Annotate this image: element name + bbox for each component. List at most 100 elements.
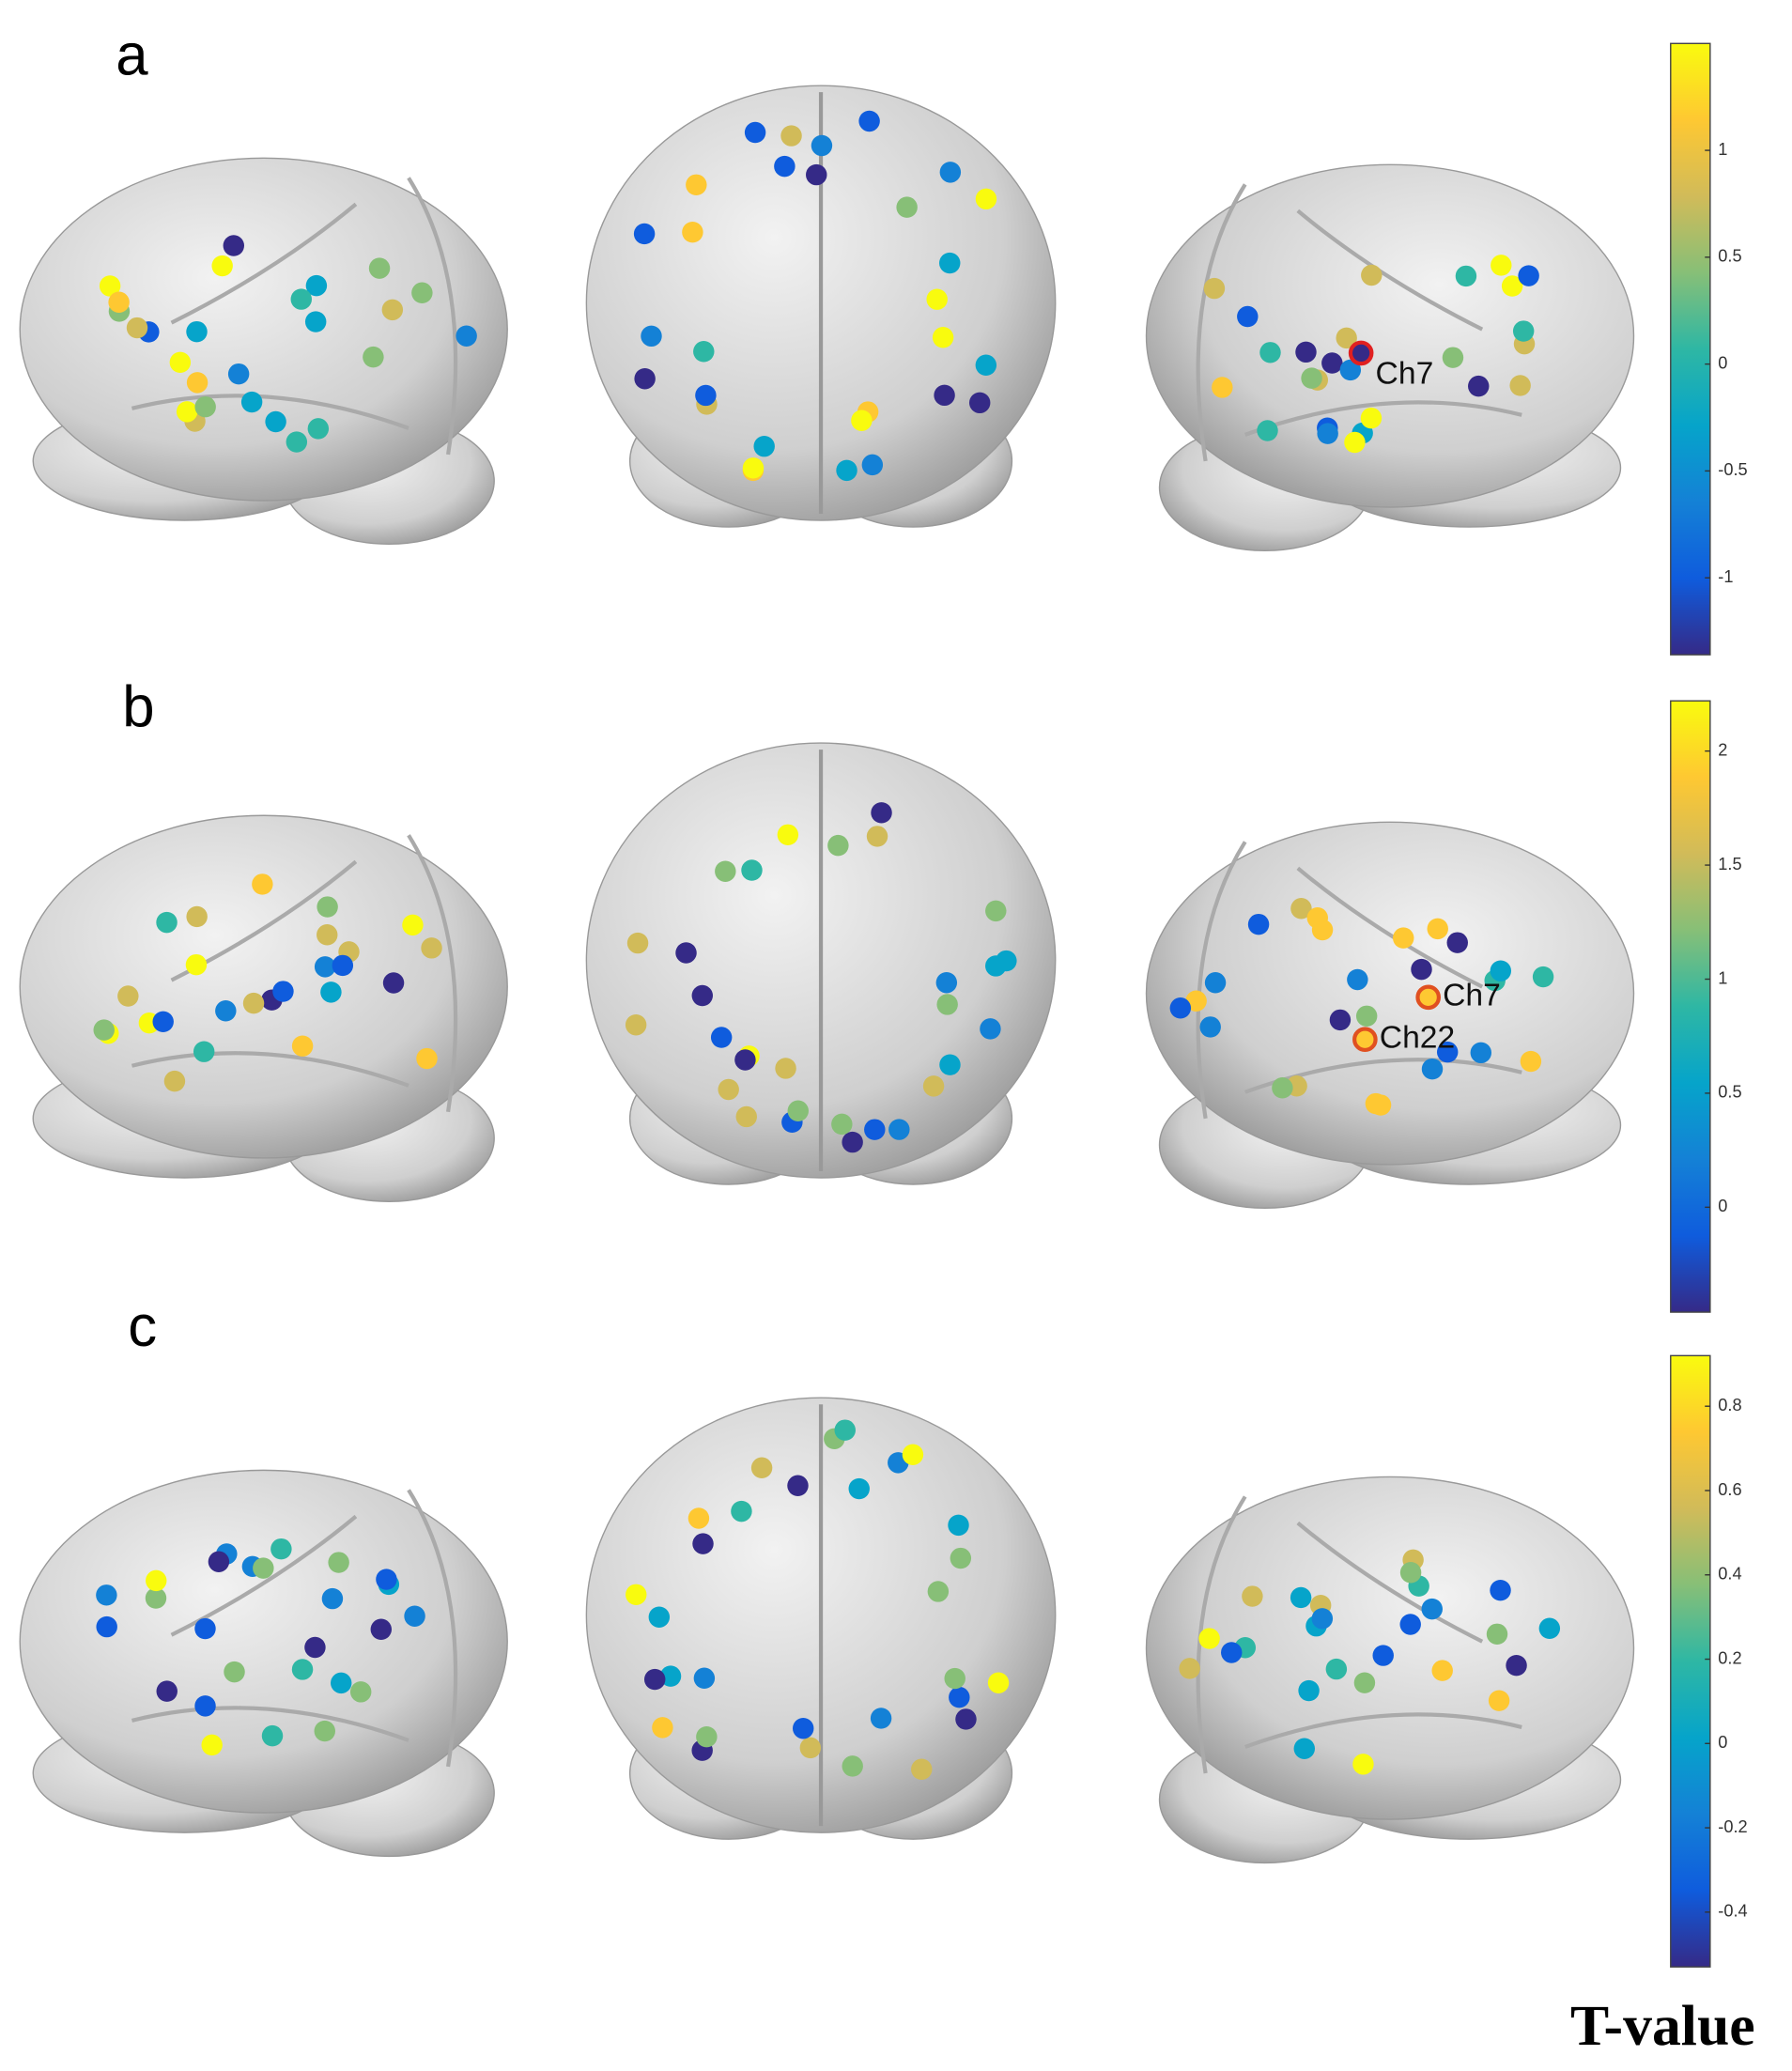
colorbar-tick-label: 0.5: [1718, 1082, 1741, 1102]
colorbar-tick-label: 0: [1718, 352, 1727, 372]
channel-dot: [186, 372, 209, 394]
panel-label: b: [122, 675, 154, 740]
channel-dot: [126, 317, 148, 339]
colorbar-tick-label: -1: [1718, 566, 1733, 586]
channel-dot: [777, 824, 799, 846]
channel-dot: [1411, 958, 1432, 981]
channel-dot: [787, 1475, 809, 1496]
channel-dot: [1272, 1077, 1293, 1099]
channel-dot: [851, 410, 873, 431]
channel-dot: [416, 1047, 438, 1070]
channel-dot: [811, 134, 833, 157]
channel-dot: [163, 1070, 186, 1092]
channel-dot: [1301, 367, 1322, 389]
channel-dot: [290, 288, 312, 310]
colorbar-tick-label: 1: [1718, 139, 1727, 159]
cortex: [19, 1469, 508, 1814]
channel-dot: [307, 418, 330, 440]
colorbar-tick-label: 1.5: [1718, 854, 1741, 873]
channel-dot: [659, 1665, 682, 1687]
channel-dot: [305, 274, 328, 297]
channel-dot: [939, 1054, 961, 1075]
channel-dot: [456, 325, 477, 347]
channel-dot: [1259, 342, 1281, 363]
channel-dot: [695, 384, 717, 407]
channel-dot: [944, 1667, 966, 1690]
channel-dot: [332, 954, 354, 977]
channel-dot: [731, 1500, 752, 1522]
channel-dot: [1431, 1660, 1453, 1681]
channel-dot: [242, 992, 265, 1014]
channel-dot: [939, 162, 962, 183]
channel-dot: [96, 1584, 117, 1606]
channel-dot: [735, 1105, 757, 1128]
channel-dot: [871, 802, 892, 824]
channel-dot: [1317, 423, 1338, 444]
sulcus: [1196, 183, 1522, 462]
channel-dot: [252, 873, 273, 895]
channel-dot: [939, 252, 961, 274]
channel-label: Ch7: [1443, 979, 1501, 1013]
channel-dot: [402, 914, 424, 936]
channel-dot: [842, 1131, 863, 1153]
channel-dot: [949, 1686, 970, 1708]
channel-dot: [1179, 1658, 1200, 1679]
channel-dot: [1293, 1738, 1316, 1759]
colorbar-tick-label: 0.5: [1718, 246, 1741, 266]
channel-dot: [831, 1113, 853, 1136]
channel-dot: [864, 1119, 886, 1140]
channel-dot: [866, 826, 888, 847]
channel-dot: [1290, 1586, 1312, 1609]
channel-dot: [99, 275, 121, 297]
channel-dot: [686, 174, 707, 196]
channel-dot: [710, 1027, 733, 1048]
channel-dot: [291, 1035, 314, 1057]
channel-dot: [1501, 275, 1523, 297]
channel-dot: [718, 1078, 739, 1101]
channel-dot: [194, 395, 216, 418]
channel-dot: [156, 1680, 178, 1702]
channel-dot: [108, 291, 130, 313]
highlight-channel: [1352, 1027, 1378, 1053]
channel-dot: [691, 984, 714, 1007]
channel-dot: [734, 1049, 756, 1071]
channel-dot: [774, 155, 796, 178]
channel-dot: [1347, 968, 1368, 991]
channel-dot: [382, 972, 405, 994]
channel-dot: [911, 1758, 933, 1780]
channel-dot: [692, 1533, 714, 1554]
colorbar: [1670, 1354, 1711, 1968]
channel-dot: [265, 410, 286, 433]
channel-dot: [1257, 420, 1278, 441]
channel-dot: [304, 311, 327, 332]
brain-front: [585, 1397, 1057, 1840]
channel-dot: [176, 401, 198, 423]
channel-dot: [1490, 1579, 1511, 1601]
channel-dot: [376, 1569, 397, 1590]
channel-dot: [1393, 927, 1414, 949]
cortex: [19, 157, 508, 502]
channel-dot: [93, 1019, 115, 1041]
channel-dot: [693, 341, 715, 363]
channel-dot: [240, 391, 263, 413]
channel-dot: [955, 1708, 977, 1730]
channel-dot: [836, 459, 857, 482]
colorbar-tick-label: -0.5: [1718, 459, 1747, 479]
channel-dot: [842, 1755, 863, 1777]
channel-dot: [193, 1041, 215, 1062]
channel-dot: [1468, 375, 1490, 397]
channel-dot: [1372, 1645, 1394, 1666]
channel-dot: [834, 1419, 856, 1441]
channel-dot: [1247, 913, 1270, 935]
channel-dot: [117, 985, 139, 1007]
channel-dot: [644, 1668, 666, 1691]
channel-dot: [224, 1661, 245, 1683]
channel-dot: [1344, 431, 1366, 454]
brain-lateral: [1145, 821, 1635, 1209]
channel-dot: [1506, 1654, 1527, 1677]
channel-dot: [1169, 997, 1192, 1019]
channel-dot: [253, 1557, 274, 1579]
channel-dot: [1198, 1628, 1220, 1649]
channel-dot: [1199, 1016, 1221, 1038]
